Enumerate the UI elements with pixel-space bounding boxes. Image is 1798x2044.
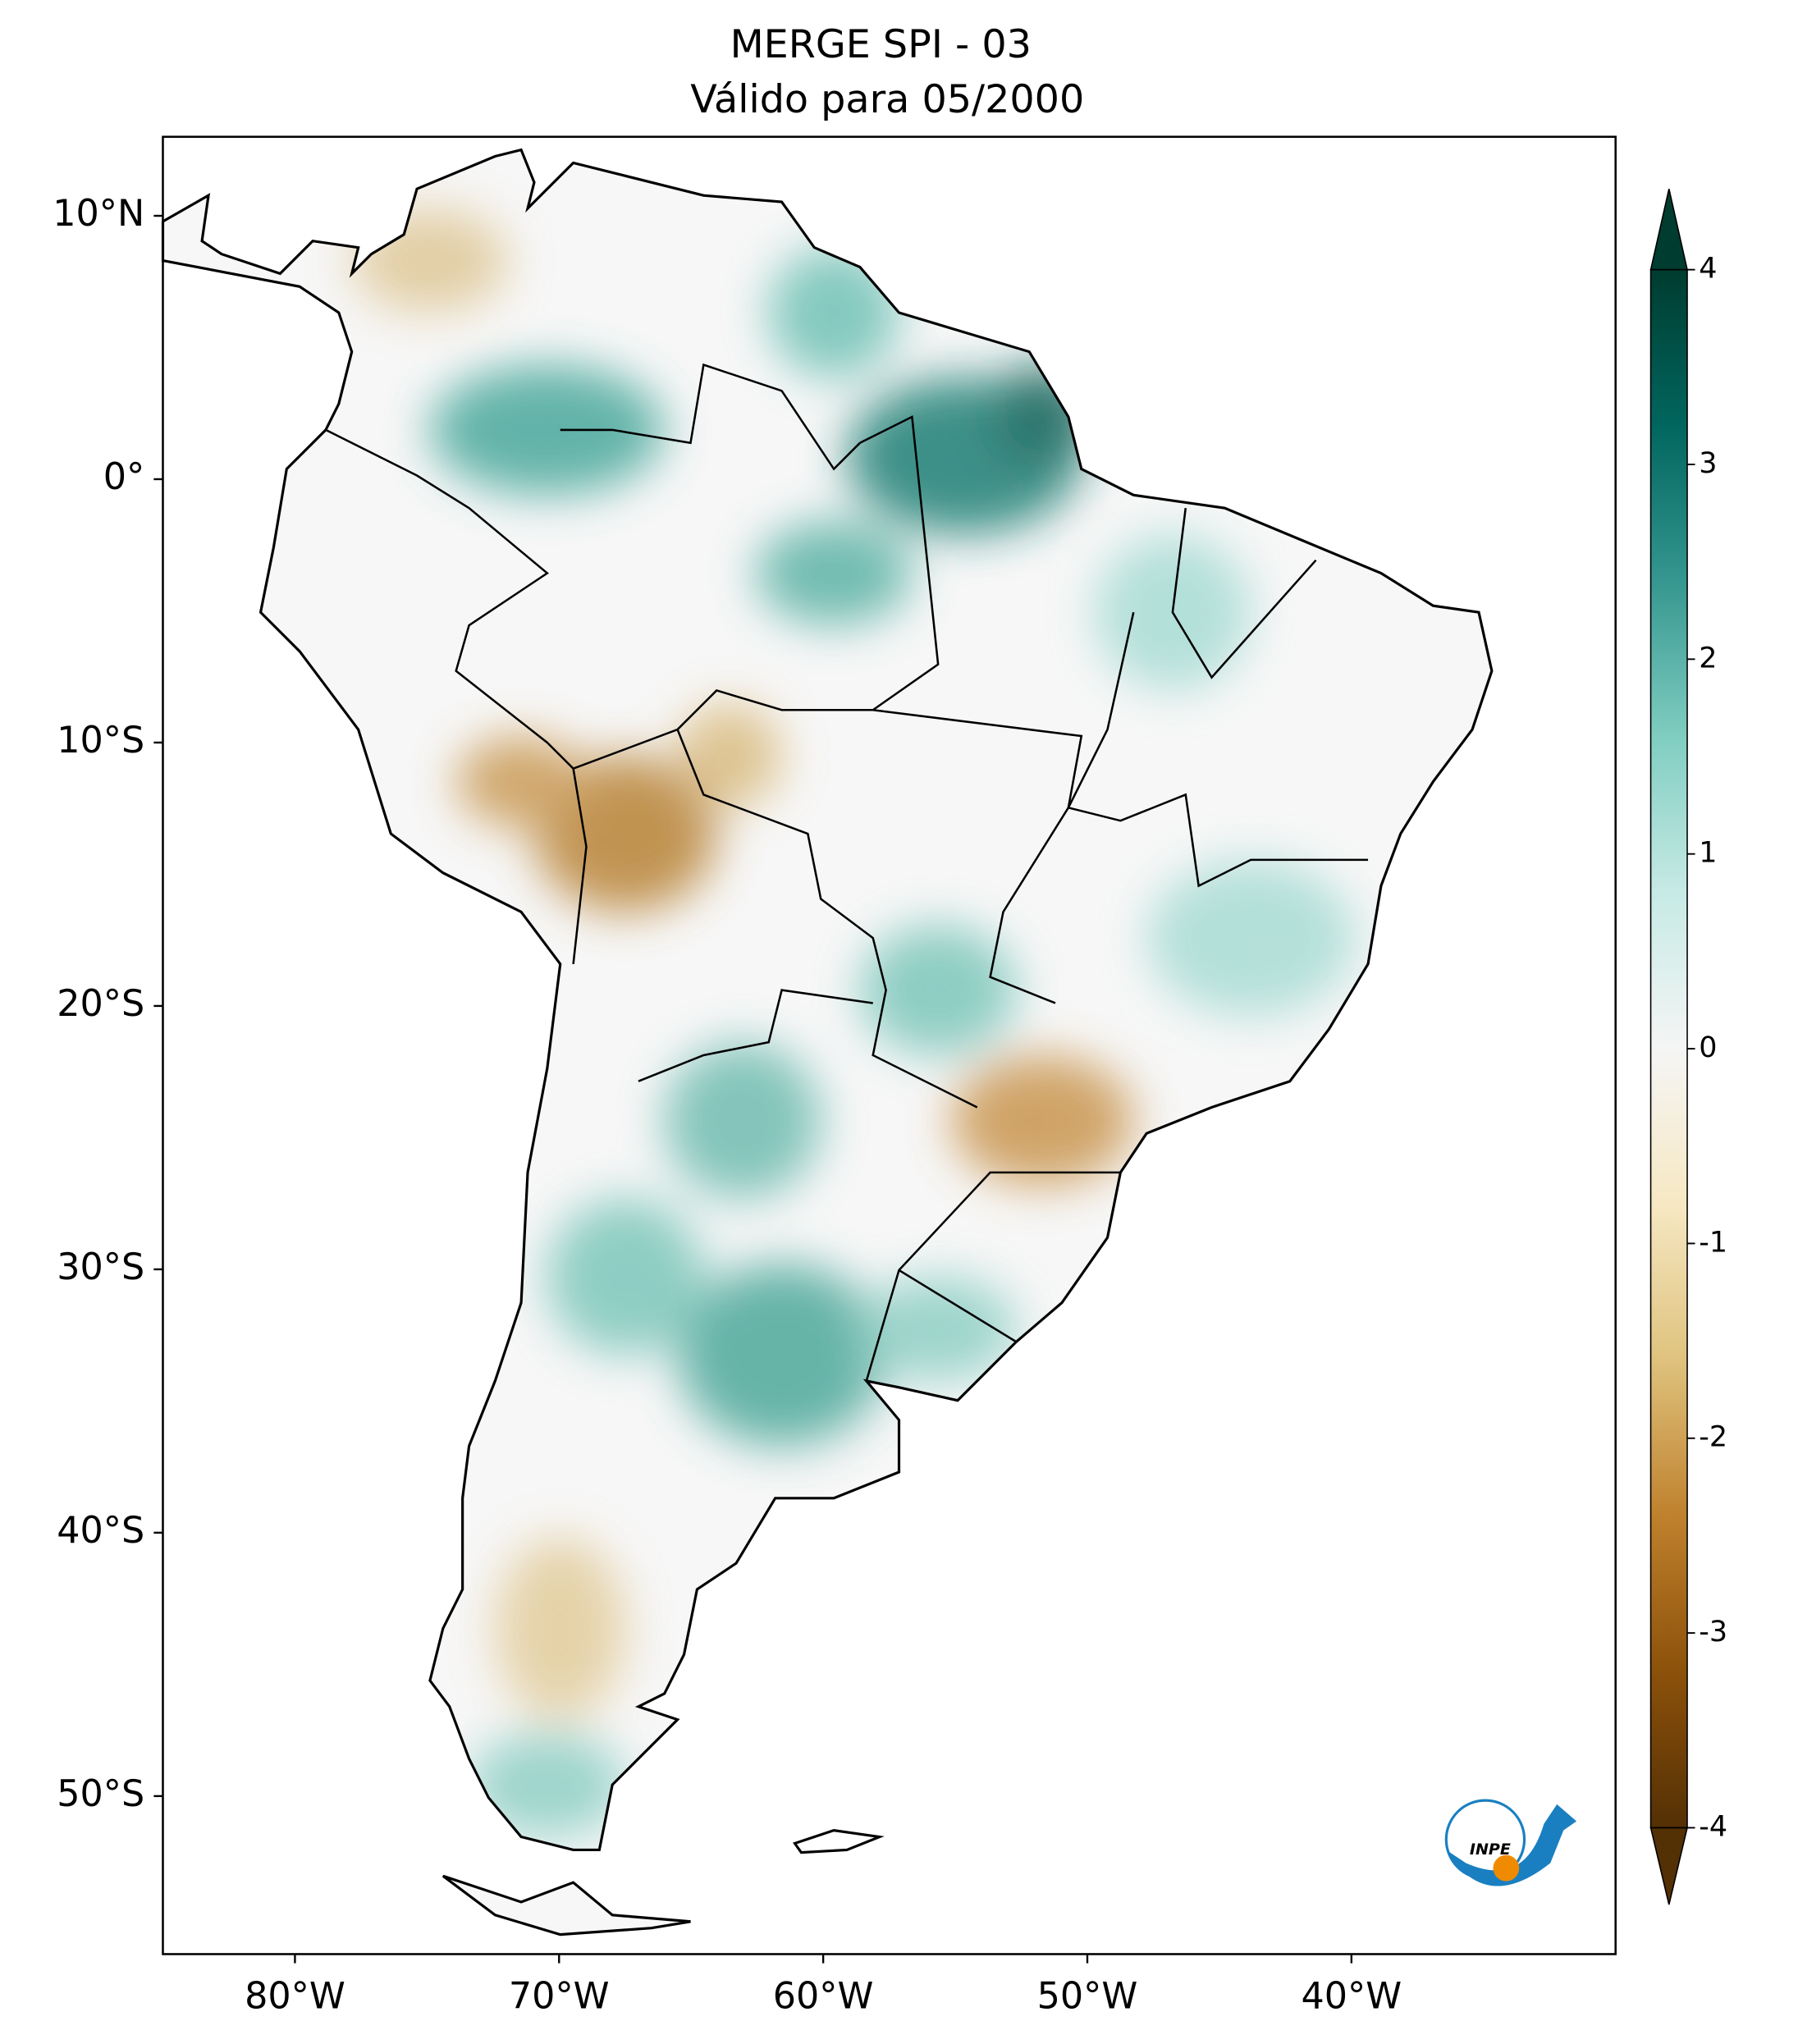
y-tick-label: 0° xyxy=(103,456,145,498)
x-tick-label: 50°W xyxy=(1037,1975,1138,2017)
x-tick-label: 60°W xyxy=(773,1975,874,2017)
y-tick-label: 10°S xyxy=(57,720,144,761)
x-tick-label: 70°W xyxy=(509,1975,610,2017)
colorbar-tick-label: 4 xyxy=(1699,253,1717,286)
borders xyxy=(325,363,1369,1382)
inpe-logo: INPE xyxy=(1444,1799,1577,1886)
x-tick-label: 40°W xyxy=(1301,1975,1402,2017)
colorbar-body xyxy=(1650,269,1688,1828)
colorbar-tick-label: 1 xyxy=(1699,837,1717,870)
colorbar-tick-label: -2 xyxy=(1699,1421,1727,1454)
colorbar-tick-label: 3 xyxy=(1699,447,1717,480)
logo-text: INPE xyxy=(1470,1841,1511,1859)
map-frame xyxy=(162,135,1617,1955)
colorbar-extend-min xyxy=(1649,1827,1689,1905)
x-tick-label: 80°W xyxy=(245,1975,345,2017)
colorbar-tick-label: 0 xyxy=(1699,1031,1717,1064)
title-line: MERGE SPI - 03 xyxy=(730,22,1032,67)
colorbar-tick-label: 2 xyxy=(1699,642,1717,674)
y-tick-label: 30°S xyxy=(57,1246,144,1288)
y-tick-label: 10°N xyxy=(53,193,144,235)
colorbar: -4 -3 -2 -1 0 1 2 3 4 xyxy=(1649,189,1727,1905)
colorbar-extend-max xyxy=(1649,189,1689,271)
title-line: Válido para 05/2000 xyxy=(690,77,1084,122)
y-tick-label: 20°S xyxy=(57,983,144,1025)
y-tick-label: 40°S xyxy=(57,1510,144,1552)
colorbar-tick-label: -3 xyxy=(1699,1616,1727,1648)
y-tick-label: 50°S xyxy=(57,1773,144,1815)
colorbar-tick-label: -4 xyxy=(1699,1810,1727,1843)
colorbar-tick-label: -1 xyxy=(1699,1226,1727,1259)
falklands xyxy=(792,1829,885,1854)
